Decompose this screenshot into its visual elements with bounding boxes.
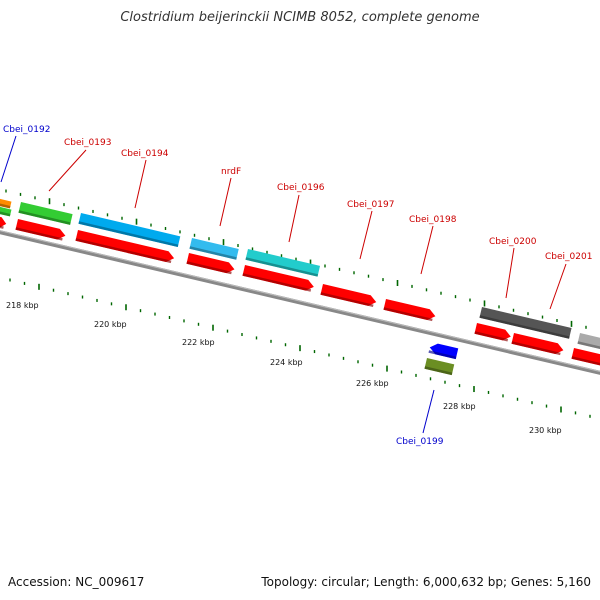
gene-arrow-shadow xyxy=(571,356,600,367)
gene-label-leader xyxy=(420,225,434,275)
gene-arrow-body xyxy=(242,265,314,291)
gene-arrow-shadow xyxy=(428,350,457,360)
gene-cbei-0200-feature xyxy=(479,307,572,339)
gene-arrow-shadow xyxy=(189,246,237,260)
gene-arrow-shadow xyxy=(186,261,232,275)
gene-labels: Cbei_0192 Cbei_0193 Cbei_0194 nrdF Cbei_0196… xyxy=(0,125,592,447)
gene-label: Cbei_0201 xyxy=(545,252,592,262)
scale-label: 218 kbp xyxy=(6,301,39,310)
gene-arrow-shadow xyxy=(424,366,453,376)
gene-label: nrdF xyxy=(221,167,241,177)
gene-arrow-body xyxy=(571,348,600,366)
gene-label-leader xyxy=(288,194,300,243)
gene-arrow-shadow xyxy=(242,273,312,292)
backbone-line xyxy=(0,230,600,375)
scale-label: 222 kbp xyxy=(182,338,215,347)
scale-label: 230 kbp xyxy=(529,426,562,435)
gene-label: Cbei_0197 xyxy=(347,200,394,210)
gene-arrow-shadow xyxy=(0,201,11,209)
gene-cbei-0194-cds xyxy=(75,230,175,264)
gene-arrow-shadow xyxy=(474,331,509,342)
gene-cbei-0194-feature xyxy=(78,213,181,248)
gene-label: Cbei_0193 xyxy=(64,138,111,148)
gene-cbei-0193-feature xyxy=(18,202,73,225)
scale-label: 220 kbp xyxy=(94,320,127,329)
gene-cbei-0200-cds xyxy=(474,323,511,342)
gene-cbei-0198-cds xyxy=(383,299,436,322)
gene-label-leader xyxy=(549,263,567,310)
gene-arrow-shadow xyxy=(479,315,570,339)
scale-label: 226 kbp xyxy=(356,379,389,388)
gene-nrdf-feature xyxy=(189,238,239,260)
gene-arrow-shadow xyxy=(383,307,433,322)
gene-label-leader xyxy=(422,389,435,434)
gene-cbei-0199-cds xyxy=(428,343,459,360)
gene-arrow-body xyxy=(424,358,455,376)
gene-label: Cbei_0199 xyxy=(396,437,444,447)
backbone xyxy=(0,230,600,375)
accession-text: Accession: NC_009617 xyxy=(8,575,145,589)
gene-cbei-0199-feature xyxy=(424,358,455,376)
gene-arrow-shadow xyxy=(18,210,71,225)
gene-label-leader xyxy=(48,149,87,192)
gene-arrow-body xyxy=(479,307,572,339)
gene-arrow-body xyxy=(15,219,66,240)
gene-nrdf-cds xyxy=(186,253,235,275)
gene-label-leader xyxy=(219,177,232,227)
topology-text: Topology: circular; Length: 6,000,632 bp… xyxy=(261,575,591,589)
scale-label: 224 kbp xyxy=(270,358,303,367)
gene-cbei-0201-cds xyxy=(571,348,600,367)
gene-arrow-body xyxy=(186,253,235,274)
gene-arrow-body xyxy=(511,333,564,355)
gene-cbei-0196-feature xyxy=(245,249,321,277)
gene-arrow-shadow xyxy=(15,227,63,241)
gene-arrow-body xyxy=(429,343,459,360)
gene-cbei-0196-cds xyxy=(242,265,314,292)
gene-cbei-0200b-cds xyxy=(511,333,564,356)
gene-arrow-body xyxy=(577,333,600,351)
gene-arrow-body xyxy=(78,213,181,248)
gene-cbei-0193-cds xyxy=(15,219,66,241)
gene-label: Cbei_0196 xyxy=(277,183,325,193)
gene-label-leader xyxy=(0,135,17,183)
gene-arrow-body xyxy=(383,299,436,321)
gene-arrow-body xyxy=(320,284,377,306)
gene-label: Cbei_0192 xyxy=(3,125,50,135)
gene-features xyxy=(0,197,600,376)
gene-label: Cbei_0194 xyxy=(121,149,169,159)
gene-arrow-shadow xyxy=(320,292,374,308)
gene-label: Cbei_0200 xyxy=(489,237,537,247)
gene-label-leader xyxy=(359,210,373,260)
gene-arrow-shadow xyxy=(245,257,319,277)
gene-arrow-shadow xyxy=(75,238,172,264)
gene-label-leader xyxy=(134,159,147,209)
gene-arrow-body xyxy=(189,238,239,260)
gene-arrow-body xyxy=(245,249,321,277)
scale-ticks: 218 kbp 220 kbp 222 kbp 224 kbp 226 kbp 228 k… xyxy=(5,189,591,435)
gene-arrow-body xyxy=(75,230,175,262)
map-title: Clostridium beijerinckii NCIMB 8052, com… xyxy=(120,10,480,25)
gene-arrow-shadow xyxy=(0,209,11,217)
gene-arrow-shadow xyxy=(511,341,561,356)
gene-arrow-body xyxy=(18,202,73,225)
gene-label: Cbei_0198 xyxy=(409,215,457,225)
gene-cbei-0201-feature xyxy=(577,333,600,351)
gene-label-leader xyxy=(505,247,515,299)
gene-cbei-0197-cds xyxy=(320,284,377,308)
backbone-highlight xyxy=(0,230,600,372)
gene-cbei-0192-feature xyxy=(0,197,12,209)
scale-label: 228 kbp xyxy=(443,402,476,411)
gene-cbei-0192-cds xyxy=(0,214,7,229)
gene-arrow-shadow xyxy=(78,221,179,248)
gene-cbei-0192-feature-2 xyxy=(0,205,12,217)
gene-arrow-body xyxy=(474,323,511,341)
gene-arrow-body xyxy=(0,214,7,228)
